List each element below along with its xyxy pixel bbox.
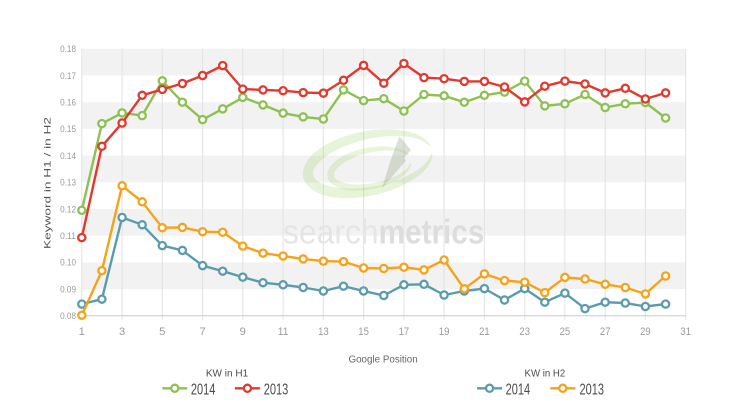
svg-text:11: 11 — [278, 326, 289, 338]
svg-text:0.10: 0.10 — [60, 258, 76, 268]
svg-text:KW in H2: KW in H2 — [525, 367, 566, 379]
svg-text:0.08: 0.08 — [60, 311, 76, 321]
svg-text:KW in H1: KW in H1 — [206, 367, 248, 379]
svg-text:0.17: 0.17 — [60, 71, 76, 81]
svg-text:7: 7 — [199, 326, 205, 338]
svg-text:19: 19 — [439, 326, 450, 338]
svg-text:0.18: 0.18 — [60, 44, 76, 54]
svg-text:17: 17 — [399, 326, 410, 338]
svg-text:0.11: 0.11 — [60, 231, 76, 241]
svg-text:23: 23 — [519, 326, 530, 338]
svg-text:1: 1 — [79, 326, 85, 338]
svg-text:3: 3 — [119, 326, 125, 338]
svg-text:Keyword in H1 / in H2: Keyword in H1 / in H2 — [42, 117, 53, 249]
svg-text:search: search — [283, 213, 379, 251]
svg-text:31: 31 — [680, 326, 691, 338]
svg-text:13: 13 — [318, 326, 329, 338]
svg-text:5: 5 — [159, 326, 165, 338]
svg-text:2013: 2013 — [264, 381, 289, 398]
svg-text:0.16: 0.16 — [60, 98, 76, 108]
svg-text:0.15: 0.15 — [60, 124, 76, 134]
svg-text:0.09: 0.09 — [60, 284, 76, 294]
svg-text:15: 15 — [358, 326, 369, 338]
svg-text:25: 25 — [560, 326, 571, 338]
svg-text:2014: 2014 — [191, 381, 216, 398]
svg-text:0.14: 0.14 — [60, 151, 76, 161]
svg-text:29: 29 — [640, 326, 651, 338]
svg-text:27: 27 — [600, 326, 611, 338]
svg-text:Google Position: Google Position — [348, 354, 417, 366]
svg-text:metrics: metrics — [379, 213, 485, 251]
svg-text:9: 9 — [240, 326, 246, 338]
svg-text:2014: 2014 — [506, 381, 531, 398]
svg-text:0.12: 0.12 — [60, 204, 76, 214]
svg-text:21: 21 — [479, 326, 490, 338]
svg-text:2013: 2013 — [580, 381, 605, 398]
svg-text:0.13: 0.13 — [60, 178, 76, 188]
